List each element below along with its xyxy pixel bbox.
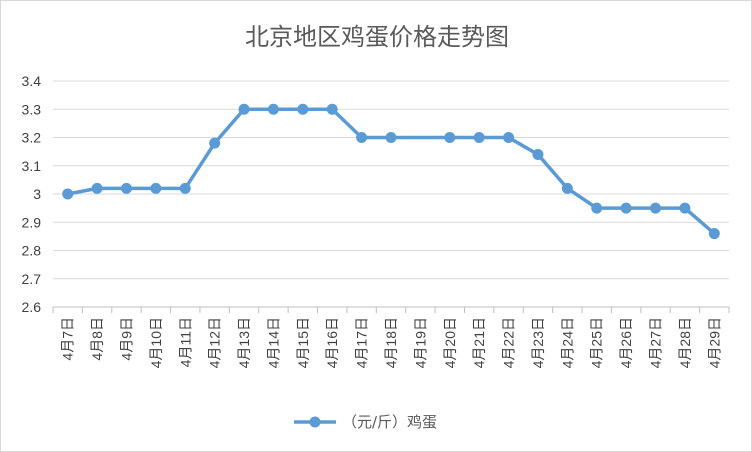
x-tick-label: 4月21日: [471, 317, 487, 368]
x-tick-label: 4月19日: [412, 317, 428, 368]
x-tick-label: 4月15日: [295, 317, 311, 368]
legend[interactable]: （元/斤）鸡蛋: [294, 413, 437, 431]
x-tick-label: 4月7日: [60, 317, 76, 361]
y-tick-label: 3.3: [22, 101, 42, 117]
x-tick-label: 4月26日: [618, 317, 634, 368]
chart-title: 北京地区鸡蛋价格走势图: [245, 23, 509, 51]
x-axis: 4月7日 4月8日 4月9日 4月10日 4月11日 4月12日 4月13日 4月14日 4月1…: [52, 306, 730, 368]
y-axis: 2.6 2.7 2.8 2.9 3 3.1 3.2 3.3 3.4: [22, 73, 42, 315]
data-point[interactable]: [267, 103, 279, 115]
data-point[interactable]: [679, 202, 691, 214]
data-point[interactable]: [473, 132, 485, 143]
data-point[interactable]: [532, 148, 544, 160]
y-tick-label: 2.9: [22, 214, 42, 230]
data-point[interactable]: [444, 132, 456, 143]
data-point[interactable]: [356, 132, 368, 143]
data-point[interactable]: [209, 137, 221, 149]
data-point[interactable]: [620, 202, 632, 214]
x-tick-label: 4月11日: [177, 317, 193, 367]
x-tick-label: 4月17日: [354, 317, 370, 368]
x-tick-label: 4月20日: [442, 317, 458, 368]
y-tick-label: 3: [33, 186, 41, 202]
y-tick-label: 2.7: [22, 271, 42, 287]
data-point[interactable]: [297, 103, 309, 115]
x-tick-label: 4月9日: [118, 317, 134, 361]
x-tick-label: 4月12日: [207, 317, 223, 368]
x-tick-label: 4月8日: [89, 317, 105, 361]
data-point[interactable]: [650, 202, 662, 214]
x-tick-label: 4月10日: [148, 317, 164, 368]
legend-entry-label: （元/斤）鸡蛋: [342, 413, 437, 431]
series-line: [65, 107, 717, 236]
y-tick-label: 2.6: [22, 299, 42, 315]
data-point[interactable]: [708, 228, 720, 240]
data-point[interactable]: [91, 182, 103, 194]
y-tick-label: 3.2: [22, 130, 42, 146]
data-point[interactable]: [179, 182, 191, 194]
data-point[interactable]: [238, 103, 250, 115]
data-point[interactable]: [503, 132, 515, 143]
x-tick-label: 4月28日: [677, 317, 693, 368]
x-tick-label: 4月27日: [648, 317, 664, 368]
x-tick-label: 4月13日: [236, 317, 252, 368]
data-point[interactable]: [591, 202, 603, 214]
y-tick-label: 2.8: [22, 243, 42, 259]
x-tick-label: 4月18日: [383, 317, 399, 368]
x-tick-label: 4月24日: [559, 317, 575, 368]
x-tick-label: 4月16日: [324, 317, 340, 368]
y-tick-label: 3.4: [22, 73, 42, 89]
x-tick-label: 4月14日: [265, 317, 281, 368]
data-point[interactable]: [120, 182, 132, 194]
data-point[interactable]: [62, 188, 74, 200]
legend-marker-swatch: [309, 416, 321, 428]
x-tick-label: 4月23日: [530, 317, 546, 368]
x-tick-label: 4月22日: [501, 317, 517, 368]
data-point[interactable]: [561, 182, 573, 194]
y-tick-label: 3.1: [22, 158, 42, 174]
series-layer: [62, 103, 720, 240]
data-point[interactable]: [326, 103, 338, 115]
gridlines: [53, 80, 729, 280]
x-tick-label: 4月29日: [706, 317, 722, 368]
x-tick-label: 4月25日: [589, 317, 605, 368]
data-point[interactable]: [150, 182, 162, 194]
data-point[interactable]: [385, 132, 397, 143]
